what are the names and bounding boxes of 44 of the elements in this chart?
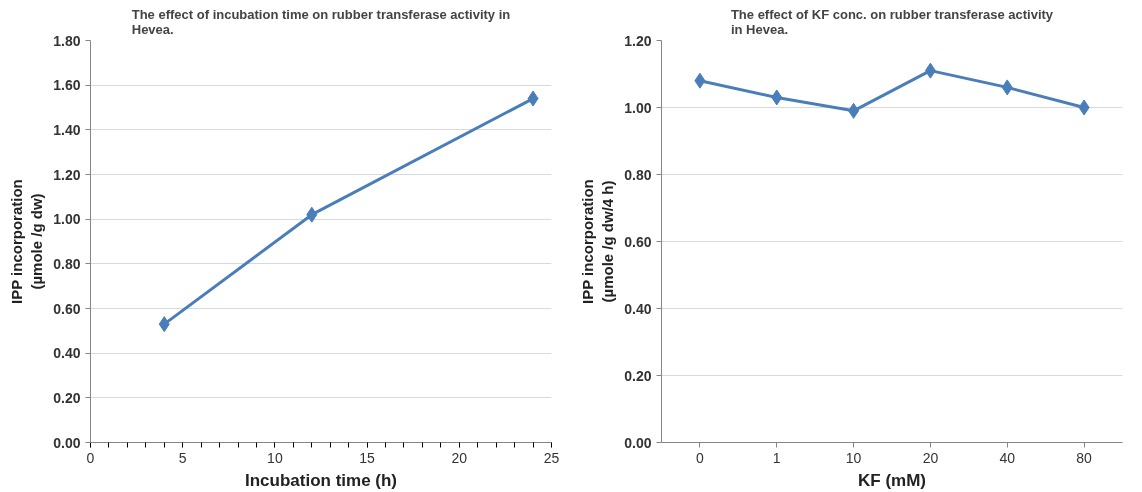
y-tick-label: 0.20 xyxy=(624,367,652,384)
y-tick-label: 0.20 xyxy=(53,389,81,406)
y-axis-title: IPP incorporation (µmole /g dw) xyxy=(7,179,46,304)
point xyxy=(924,62,936,79)
x-tick-label: 0 xyxy=(86,449,95,466)
point xyxy=(848,102,860,119)
y-tick-label: 0.80 xyxy=(53,255,81,272)
chart-title: The effect of KF conc. on rubber transferase activity in Hevea. xyxy=(730,6,1054,37)
point xyxy=(1078,99,1090,116)
y-tick-label: 0.60 xyxy=(624,233,652,250)
y-tick-label: 0.80 xyxy=(624,166,652,183)
x-tick-label: 15 xyxy=(359,449,376,466)
y-tick-label: 0.00 xyxy=(624,434,652,451)
x-tick-label: 10 xyxy=(267,449,283,466)
y-tick-label: 1.80 xyxy=(53,32,81,49)
x-tick-label: 25 xyxy=(543,449,560,466)
x-axis-title: KF (mM) xyxy=(858,470,926,490)
x-tick-label: 20 xyxy=(922,449,939,466)
y-tick-label: 1.20 xyxy=(624,32,652,49)
y-tick-label: 0.60 xyxy=(53,300,81,317)
x-tick-label: 1 xyxy=(772,449,781,466)
x-tick-label: 10 xyxy=(845,449,862,466)
y-tick-label: 1.00 xyxy=(53,211,81,228)
chart-title: The effect of incubation time on rubber transferase activity in Hevea. xyxy=(131,6,511,37)
x-tick-label: 20 xyxy=(451,449,468,466)
y-tick-label: 0.40 xyxy=(624,300,652,317)
point xyxy=(1001,79,1013,96)
point xyxy=(527,90,539,107)
y-tick-label: 0.40 xyxy=(53,345,81,362)
y-tick-label: 1.00 xyxy=(624,99,652,116)
y-tick-label: 1.60 xyxy=(53,77,81,94)
y-axis-title: IPP incorporation (µmole /g dw/4 h) xyxy=(578,179,617,304)
point xyxy=(158,316,170,333)
x-tick-label: 40 xyxy=(999,449,1016,466)
x-tick-label: 80 xyxy=(1076,449,1093,466)
x-tick-label: 0 xyxy=(696,449,705,466)
point xyxy=(694,72,706,89)
y-tick-label: 0.00 xyxy=(53,434,81,451)
point xyxy=(306,206,318,223)
y-tick-label: 1.20 xyxy=(53,166,81,183)
y-tick-label: 1.40 xyxy=(53,121,81,138)
point xyxy=(771,89,783,106)
x-axis-title: Incubation time (h) xyxy=(244,470,398,490)
x-tick-label: 5 xyxy=(178,449,187,466)
